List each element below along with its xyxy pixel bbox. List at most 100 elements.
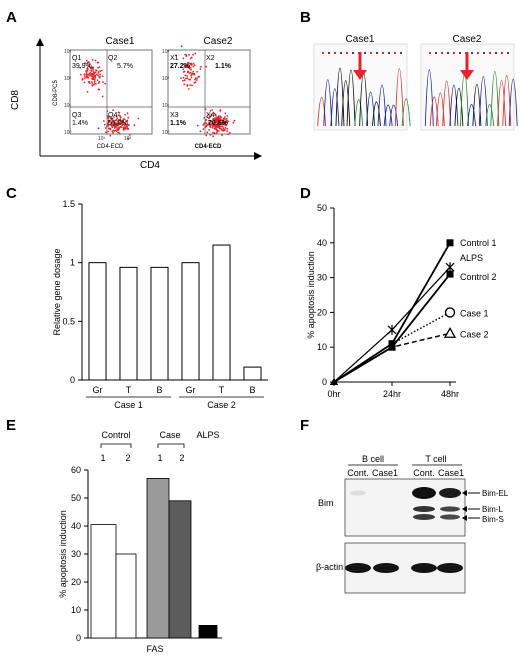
d-y-label: % apoptosis induction [306, 251, 316, 339]
cytometry-dot [114, 126, 117, 129]
cytometry-dot [188, 66, 191, 69]
cytometry-dot [199, 130, 202, 133]
cytometry-dot [93, 75, 96, 78]
cytometry-dot [184, 74, 187, 77]
cytometry-dot [91, 73, 94, 76]
cytometry-dot [212, 123, 215, 126]
cytometry-dot [206, 124, 209, 126]
bim-s-arrow-icon [462, 515, 480, 521]
cytometry-dot [126, 112, 129, 115]
c-y-tick-label: 1 [70, 258, 75, 268]
cytometry-dot [91, 66, 93, 69]
cytometry-dot [97, 67, 99, 69]
d-series-line [333, 311, 451, 383]
cytometry-dot [117, 114, 120, 117]
cytometry-dot [116, 117, 119, 119]
d-series-line [333, 242, 451, 383]
f-bcell-cont: Cont. [347, 468, 369, 478]
cytometry-dot [214, 113, 217, 116]
cytometry-dot [185, 55, 188, 58]
cytometry-dot [85, 73, 88, 75]
cytometry-dot [215, 132, 217, 135]
cytometry-dot [205, 122, 208, 125]
cd8-label: CD8 [10, 90, 21, 110]
cytometry-dot [189, 62, 192, 65]
panel-a: A Case1 Case2 CD8 CD4 Q1 39.9% Q2 5.7% Q… [6, 9, 262, 171]
cytometry-dot [102, 81, 104, 83]
case2-plot-frame [167, 49, 251, 135]
cytometry-dot [101, 75, 104, 77]
base-call-marker [376, 52, 378, 54]
cytometry-dot [80, 73, 82, 76]
c-y-tick-label: 0.5 [62, 316, 75, 326]
cytometry-dot [108, 127, 110, 130]
cytometry-dot [213, 127, 216, 130]
bim-l-band-cont [413, 506, 435, 512]
cd4-arrowhead [254, 152, 262, 160]
c-bar [150, 266, 169, 381]
cytometry-dot [109, 134, 112, 137]
cytometry-dot [215, 118, 218, 121]
cytometry-dot [212, 125, 215, 128]
base-call-marker [340, 52, 342, 54]
cytometry-dot [189, 78, 192, 81]
cytometry-dot [126, 126, 129, 128]
cytometry-dot [92, 78, 95, 81]
cytometry-dot [194, 78, 196, 81]
cytometry-dot [99, 70, 102, 72]
base-call-marker [447, 52, 449, 54]
cytometry-dot [224, 112, 227, 115]
cytometry-dot [226, 115, 229, 117]
cytometry-dot [114, 123, 116, 126]
cytometry-dot [118, 132, 121, 135]
case1-xlabel: CD4-ECD [97, 144, 124, 150]
cytometry-dot [209, 124, 212, 127]
cytometry-dot [189, 67, 192, 69]
bim-s-band-cont [413, 514, 435, 520]
cytometry-dot [117, 131, 119, 134]
chromatogram-peak [454, 88, 464, 127]
cytometry-dot [220, 116, 223, 119]
d-series-label: Case 1 [460, 308, 489, 318]
c2-ytick-2: 10² [162, 76, 170, 82]
cytometry-dot [96, 79, 99, 81]
cytometry-dot [186, 77, 189, 80]
cytometry-dot [119, 116, 122, 118]
chromatogram-peak [478, 76, 488, 127]
cytometry-dot [182, 79, 184, 82]
cytometry-dot [121, 120, 123, 122]
cytometry-dot [107, 122, 109, 124]
base-call-marker [334, 52, 336, 54]
cytometry-dot [186, 74, 189, 77]
cytometry-dot [212, 131, 214, 134]
case1-q3-value: 1.4% [72, 120, 88, 127]
base-call-marker [483, 52, 485, 54]
cytometry-dot [97, 74, 99, 77]
cytometry-dot [191, 84, 193, 87]
e-alps-label: ALPS [196, 430, 219, 440]
base-call-marker [346, 52, 348, 54]
d-point-triangle-open [443, 326, 457, 338]
cytometry-dot [84, 77, 86, 79]
cytometry-dot [228, 131, 231, 134]
panel-e-letter: E [6, 417, 16, 434]
cytometry-dot [192, 72, 195, 75]
cytometry-dot [188, 88, 190, 90]
c1-xtick-1: 10¹ [98, 136, 106, 142]
d-series-label: Control 2 [460, 272, 497, 282]
cytometry-dot [215, 124, 218, 127]
cytometry-dot [113, 121, 116, 124]
cytometry-dot [205, 118, 208, 121]
base-call-marker [441, 52, 443, 54]
case2-q1: X1 [170, 55, 179, 62]
base-call-marker [328, 52, 330, 54]
cytometry-dot [222, 122, 225, 125]
d-y-tick-label: 20 [317, 307, 327, 317]
cytometry-dot [211, 121, 214, 123]
cytometry-dot [90, 69, 92, 72]
chromatogram-peak [497, 80, 507, 127]
cytometry-dot [88, 80, 91, 83]
cytometry-dot [219, 121, 221, 124]
cytometry-dot [116, 129, 119, 132]
case2-dots [174, 45, 236, 138]
